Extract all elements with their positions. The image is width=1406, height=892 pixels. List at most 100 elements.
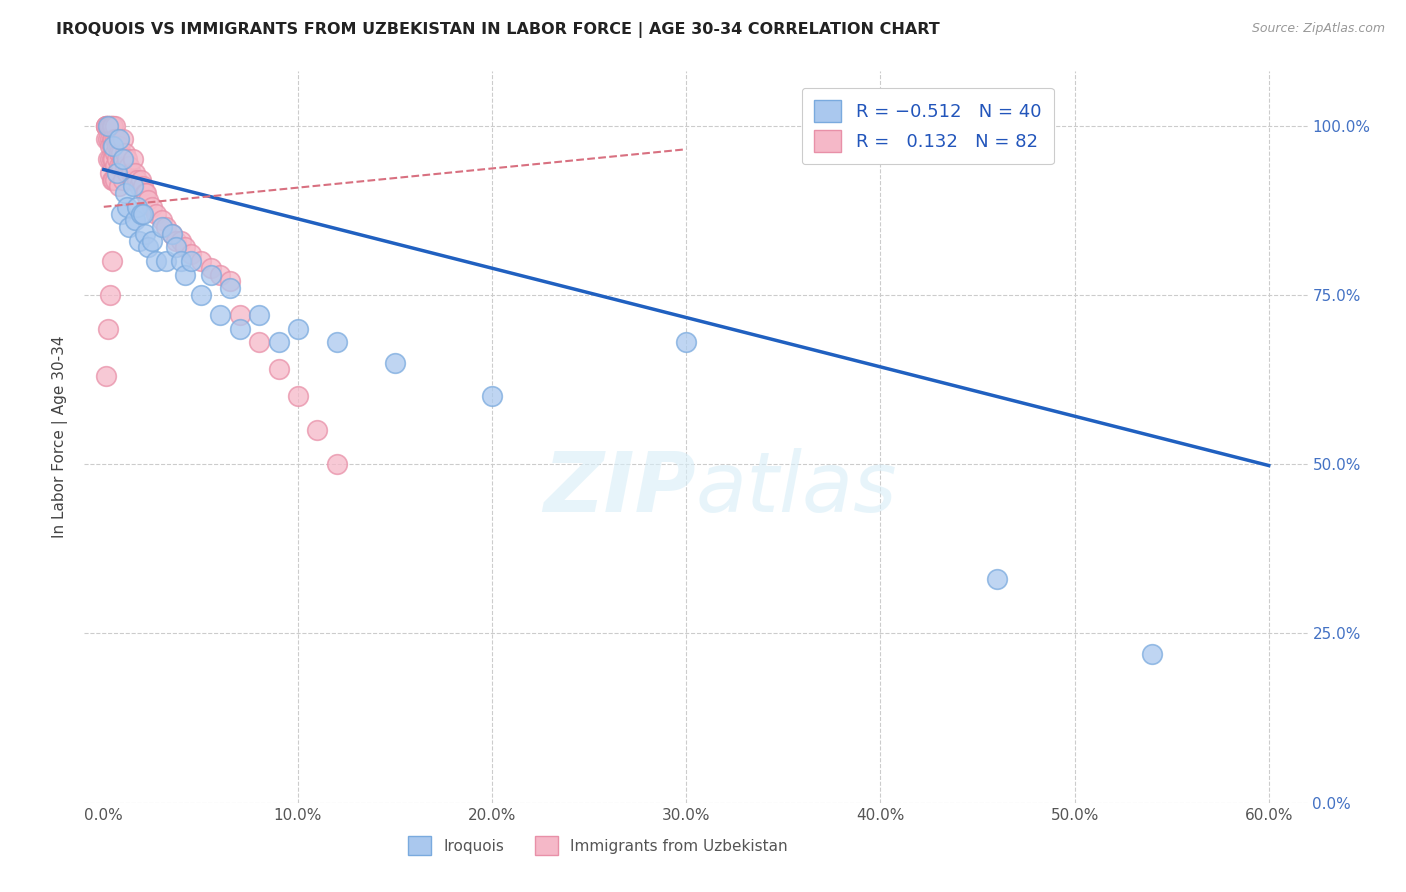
Point xyxy=(228,322,250,336)
Point xyxy=(307,423,329,437)
Point xyxy=(125,172,148,186)
Point xyxy=(145,254,167,268)
Point xyxy=(114,159,136,173)
Point xyxy=(134,186,156,201)
Point xyxy=(97,119,120,133)
Point xyxy=(287,322,309,336)
Point xyxy=(155,254,177,268)
Point xyxy=(124,213,146,227)
Point xyxy=(98,132,121,146)
Y-axis label: In Labor Force | Age 30-34: In Labor Force | Age 30-34 xyxy=(52,335,69,539)
Point xyxy=(100,254,122,268)
Point xyxy=(100,153,122,167)
Point xyxy=(97,119,120,133)
Point xyxy=(247,308,270,322)
Text: atlas: atlas xyxy=(696,448,897,529)
Point xyxy=(209,268,232,282)
Point xyxy=(105,166,128,180)
Point xyxy=(118,220,141,235)
Point xyxy=(180,247,202,261)
Point xyxy=(115,200,138,214)
Point xyxy=(98,119,121,133)
Point xyxy=(114,186,136,201)
Point xyxy=(103,139,125,153)
Point xyxy=(108,139,131,153)
Point xyxy=(94,132,117,146)
Point xyxy=(94,369,117,384)
Point xyxy=(97,153,120,167)
Point xyxy=(105,139,128,153)
Point xyxy=(135,186,157,201)
Point xyxy=(104,132,127,146)
Point xyxy=(219,274,242,288)
Point xyxy=(97,132,120,146)
Point xyxy=(129,172,152,186)
Point xyxy=(110,145,132,160)
Point xyxy=(120,166,142,180)
Point xyxy=(141,200,163,214)
Point xyxy=(326,335,349,350)
Point xyxy=(103,153,125,167)
Point xyxy=(108,159,131,173)
Point xyxy=(131,179,153,194)
Point xyxy=(122,153,145,167)
Point xyxy=(97,119,120,133)
Point xyxy=(200,268,222,282)
Point xyxy=(112,153,135,167)
Point xyxy=(103,132,125,146)
Point xyxy=(98,166,121,180)
Point xyxy=(125,200,148,214)
Point xyxy=(174,268,197,282)
Point xyxy=(110,206,132,220)
Point xyxy=(105,153,128,167)
Point xyxy=(110,159,132,173)
Point xyxy=(100,139,122,153)
Point xyxy=(94,119,117,133)
Point xyxy=(128,234,150,248)
Point xyxy=(180,254,202,268)
Point xyxy=(114,145,136,160)
Point xyxy=(209,308,232,322)
Point xyxy=(112,153,135,167)
Point xyxy=(94,119,117,133)
Point xyxy=(150,220,173,235)
Point xyxy=(104,119,127,133)
Point xyxy=(105,166,128,180)
Point xyxy=(108,145,131,160)
Point xyxy=(100,119,122,133)
Text: ZIP: ZIP xyxy=(543,448,696,529)
Point xyxy=(108,179,131,194)
Point xyxy=(155,220,177,235)
Point xyxy=(160,227,183,241)
Point xyxy=(170,254,193,268)
Point xyxy=(103,172,125,186)
Point xyxy=(165,240,187,254)
Point xyxy=(103,139,125,153)
Point xyxy=(104,159,127,173)
Point xyxy=(115,153,138,167)
Point xyxy=(105,132,128,146)
Point xyxy=(326,457,349,471)
Point xyxy=(165,234,187,248)
Point xyxy=(98,153,121,167)
Point xyxy=(98,288,121,302)
Point xyxy=(138,240,160,254)
Text: IROQUOIS VS IMMIGRANTS FROM UZBEKISTAN IN LABOR FORCE | AGE 30-34 CORRELATION CH: IROQUOIS VS IMMIGRANTS FROM UZBEKISTAN I… xyxy=(56,22,941,38)
Point xyxy=(108,132,131,146)
Point xyxy=(129,206,152,220)
Point xyxy=(141,234,163,248)
Point xyxy=(100,119,122,133)
Point xyxy=(174,240,197,254)
Point xyxy=(150,213,173,227)
Point xyxy=(100,172,122,186)
Point xyxy=(160,227,183,241)
Point xyxy=(104,172,127,186)
Point xyxy=(118,159,141,173)
Point xyxy=(124,166,146,180)
Point xyxy=(94,119,117,133)
Point xyxy=(122,179,145,194)
Point xyxy=(104,145,127,160)
Point xyxy=(112,132,135,146)
Point xyxy=(134,227,156,241)
Point xyxy=(98,119,121,133)
